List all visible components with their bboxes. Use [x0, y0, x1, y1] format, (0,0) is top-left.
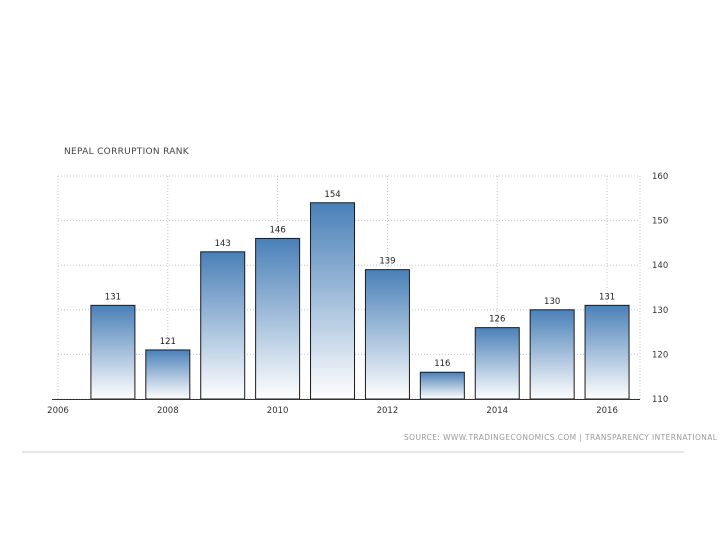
- bar-value-label: 116: [434, 359, 450, 369]
- chart-title: NEPAL CORRUPTION RANK: [64, 147, 190, 157]
- y-tick-label: 140: [652, 261, 668, 271]
- source-note: SOURCE: WWW.TRADINGECONOMICS.COM | TRANS…: [404, 433, 718, 442]
- y-tick-label: 120: [652, 350, 668, 360]
- bar-value-label: 131: [599, 292, 615, 302]
- bar: [310, 202, 356, 400]
- x-tick-label: 2006: [47, 406, 69, 416]
- bar-value-label: 139: [379, 257, 395, 267]
- bar-value-label: 146: [270, 225, 286, 235]
- bar-value-label: 143: [215, 239, 231, 249]
- bottom-divider: [22, 451, 684, 453]
- y-tick-label: 160: [652, 172, 668, 182]
- value-labels: 131 121 143 146 154 139 116 126 130 131: [105, 190, 615, 369]
- x-tick-label: 2014: [486, 406, 508, 416]
- bar-value-label: 130: [544, 297, 560, 307]
- bar-value-label: 121: [160, 337, 176, 347]
- bar: [200, 251, 246, 400]
- x-tick-label: 2016: [596, 406, 618, 416]
- axes: 110 120 130 140 150 160 2006 2008 2010 2012 2014 20…: [47, 172, 668, 416]
- bar-value-label: 131: [105, 292, 121, 302]
- y-tick-label: 130: [652, 306, 668, 316]
- x-tick-label: 2008: [157, 406, 179, 416]
- bar-value-label: 154: [324, 190, 340, 200]
- bar: [584, 304, 630, 400]
- y-tick-label: 110: [652, 395, 668, 405]
- bar: [90, 304, 136, 400]
- bar-value-label: 126: [489, 315, 505, 325]
- bar: [145, 349, 191, 400]
- bar: [255, 237, 301, 400]
- bars: [90, 202, 630, 400]
- bar: [474, 327, 520, 400]
- x-tick-label: 2012: [377, 406, 399, 416]
- x-tick-label: 2010: [267, 406, 289, 416]
- bar: [364, 269, 410, 400]
- bar: [419, 371, 465, 400]
- bar: [529, 309, 575, 400]
- y-tick-label: 150: [652, 217, 668, 227]
